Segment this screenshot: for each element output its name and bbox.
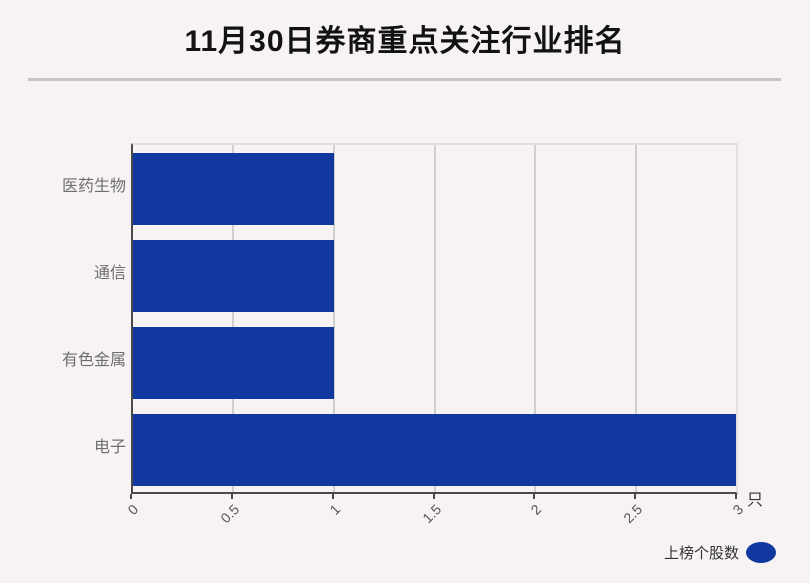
title-divider (28, 78, 781, 81)
tick-mark (634, 494, 637, 499)
tick-label: 0 (124, 501, 142, 518)
tick-label: 3 (729, 501, 747, 518)
tick-label: 2.5 (620, 501, 646, 527)
tick-label: 2 (527, 501, 545, 518)
chart-title: 11月30日券商重点关注行业排名 (184, 25, 626, 58)
category-label: 医药生物 (61, 178, 126, 195)
x-axis-unit-label: 只 (747, 492, 764, 509)
tick-label: 0.5 (217, 501, 243, 527)
legend-marker-icon (746, 541, 776, 563)
plot-area (131, 143, 738, 494)
gridline (232, 145, 235, 492)
category-label: 有色金属 (61, 352, 126, 369)
tick-mark (331, 494, 334, 499)
bar (133, 240, 334, 312)
bar (133, 327, 334, 399)
gridline (533, 145, 536, 492)
tick-label: 1 (326, 501, 343, 518)
tick-mark (432, 494, 435, 499)
gridline (332, 145, 335, 492)
bar (133, 414, 736, 486)
tick-mark (735, 494, 737, 499)
tick-label: 1.5 (418, 501, 444, 527)
gridline (433, 145, 436, 492)
legend-label: 上榜个股数 (663, 544, 739, 562)
tick-mark (130, 494, 132, 499)
tick-mark (533, 494, 536, 499)
category-label: 通信 (93, 265, 126, 282)
category-label: 电子 (93, 439, 126, 456)
legend: 上榜个股数 (664, 540, 776, 564)
bar (133, 153, 334, 225)
gridline (634, 145, 637, 492)
tick-mark (230, 494, 233, 499)
